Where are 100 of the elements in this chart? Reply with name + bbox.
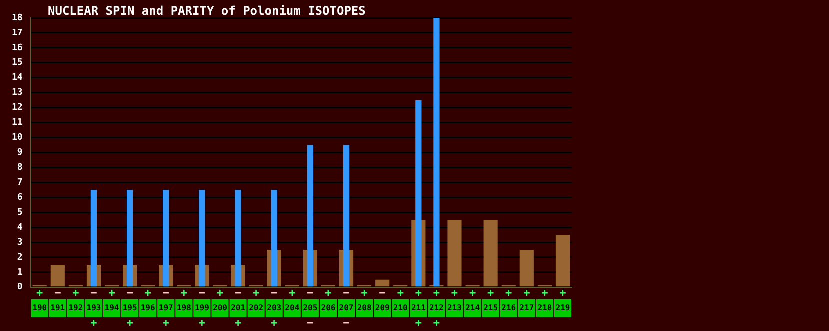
data-label: + — [180, 286, 188, 300]
data-label: + — [542, 286, 549, 300]
data-label: + — [415, 286, 422, 300]
x-tick-label: 191 — [50, 303, 66, 312]
x-tick-label: 190 — [32, 303, 48, 312]
data-label: + — [325, 286, 332, 300]
data-label: + — [433, 316, 440, 330]
x-tick-label: 214 — [466, 303, 480, 312]
data-label: − — [379, 286, 386, 300]
bar — [90, 190, 98, 287]
x-tick-label: 201 — [231, 303, 246, 312]
x-tick-label: 196 — [140, 303, 156, 312]
bar — [448, 220, 462, 287]
x-tick-label: 215 — [484, 303, 498, 312]
x-tick-label: 200 — [213, 303, 228, 312]
bar — [556, 235, 570, 287]
y-tick-label: 2 — [17, 252, 23, 263]
data-label: − — [162, 286, 170, 300]
data-label: + — [488, 286, 495, 300]
x-tick-label: 204 — [285, 303, 300, 312]
x-tick-label: 208 — [357, 303, 372, 312]
data-label: + — [216, 286, 224, 300]
x-tick-label: 217 — [520, 303, 534, 312]
data-label: + — [397, 286, 404, 300]
y-tick-label: 5 — [17, 208, 23, 218]
x-tick-label: 207 — [339, 303, 354, 312]
bar — [484, 220, 498, 287]
data-label: + — [560, 286, 567, 300]
data-label: + — [271, 316, 278, 330]
y-tick-label: 12 — [12, 103, 23, 114]
y-tick-label: 1 — [17, 268, 23, 278]
x-tick-label: 197 — [158, 303, 174, 312]
data-label: + — [289, 286, 296, 300]
data-label: + — [108, 286, 116, 300]
data-label: + — [361, 286, 368, 300]
data-label: − — [198, 286, 206, 300]
data-label: − — [343, 286, 350, 300]
bar — [126, 190, 134, 287]
data-label: − — [307, 286, 314, 300]
x-tick-label: 212 — [429, 303, 444, 312]
data-label: + — [234, 316, 242, 330]
x-tick-label: 192 — [68, 303, 84, 312]
y-tick-label: 15 — [12, 58, 23, 68]
data-label: + — [415, 316, 422, 330]
y-tick-label: 0 — [17, 282, 23, 293]
x-tick-label: 205 — [303, 303, 318, 312]
x-tick-label: 198 — [176, 303, 192, 312]
bar — [343, 145, 350, 287]
data-label: − — [90, 286, 98, 300]
bar — [199, 190, 206, 287]
data-label: − — [54, 286, 62, 300]
x-tick-label: 209 — [375, 303, 390, 312]
x-tick-label: 216 — [502, 303, 516, 312]
data-label: + — [198, 316, 206, 330]
y-tick-label: 11 — [12, 118, 23, 128]
x-tick-label: 193 — [86, 303, 102, 312]
data-label: − — [271, 286, 278, 300]
y-tick-label: 13 — [12, 88, 23, 98]
y-tick-label: 16 — [12, 43, 23, 54]
data-label: + — [469, 286, 476, 300]
bar — [307, 145, 314, 287]
y-tick-label: 6 — [17, 192, 23, 203]
y-tick-label: 8 — [17, 163, 23, 174]
y-tick-label: 7 — [17, 178, 23, 188]
data-label: + — [451, 286, 458, 300]
bar — [271, 190, 278, 287]
x-tick-label: 195 — [122, 303, 138, 312]
data-label: + — [162, 316, 170, 330]
data-label: − — [234, 286, 242, 300]
x-tick-label: 219 — [556, 303, 570, 312]
bar — [163, 190, 170, 287]
bar — [235, 190, 242, 287]
x-tick-label: 218 — [538, 303, 552, 312]
y-tick-label: 10 — [12, 133, 23, 144]
bar — [520, 250, 534, 287]
data-label: + — [433, 286, 440, 300]
y-tick-label: 4 — [17, 222, 24, 233]
x-tick-label: 206 — [321, 303, 336, 312]
data-label: + — [36, 286, 44, 300]
data-label: − — [126, 286, 134, 300]
x-tick-label: 203 — [267, 303, 282, 312]
y-tick-label: 9 — [17, 148, 23, 158]
x-tick-label: 202 — [249, 303, 264, 312]
x-tick-label: 213 — [448, 303, 462, 312]
data-label: + — [126, 316, 134, 330]
y-tick-label: 18 — [12, 13, 23, 24]
x-tick-label: 210 — [393, 303, 408, 312]
x-tick-label: 194 — [104, 303, 120, 312]
chart-title: NUCLEAR SPIN and PARITY of Polonium ISOTOPES — [48, 4, 366, 18]
data-label: + — [90, 316, 98, 330]
data-label: + — [72, 286, 80, 300]
data-label: + — [506, 286, 513, 300]
data-label: − — [307, 316, 314, 330]
data-label: − — [343, 316, 350, 330]
y-tick-label: 14 — [12, 73, 24, 84]
x-tick-label: 211 — [411, 303, 426, 312]
data-label: + — [524, 286, 531, 300]
x-tick-label: 199 — [194, 303, 210, 312]
y-tick-label: 17 — [12, 28, 23, 38]
data-label: + — [253, 286, 260, 300]
